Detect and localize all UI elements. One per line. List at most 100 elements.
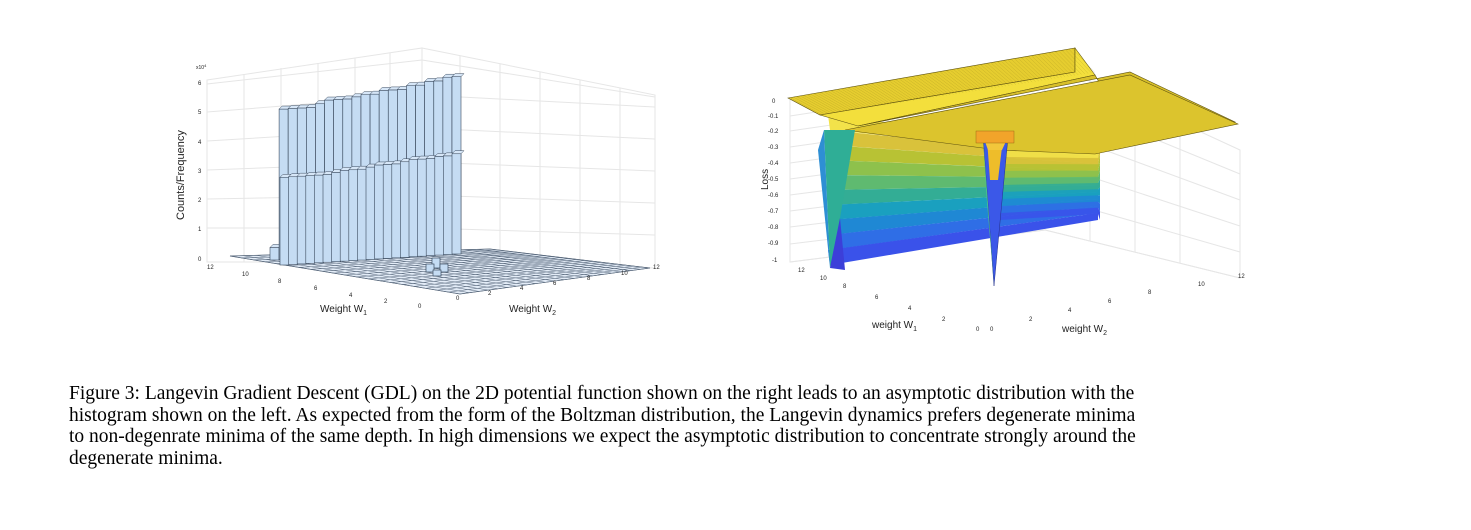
surface-stripe <box>793 96 826 115</box>
surface-level-band <box>1000 195 1098 206</box>
w1-tick: 4 <box>908 306 912 312</box>
surface-stripe <box>803 95 836 113</box>
surface-stripe <box>946 70 974 92</box>
w2-tick: 0 <box>990 327 994 333</box>
surface-stripe <box>936 72 964 93</box>
surface-stripe <box>1007 59 1033 83</box>
histogram-bar <box>357 168 367 261</box>
surface-level-band <box>1000 157 1098 165</box>
w2-tick: 0 <box>456 296 460 302</box>
w2-tick: 2 <box>488 291 492 297</box>
surface-level-band <box>1098 207 1100 220</box>
z-tick: 0 <box>772 99 776 105</box>
surface-stripe <box>1058 50 1082 75</box>
surface-stripe <box>905 77 934 98</box>
w2-tick: 2 <box>1029 317 1033 323</box>
histogram-bar <box>443 155 453 255</box>
w1-tick: 4 <box>349 293 353 299</box>
surface-stripe <box>932 72 961 94</box>
w1-tick: 10 <box>820 276 827 282</box>
w1-tick: 0 <box>976 327 980 333</box>
surface-stripe <box>874 82 905 103</box>
histogram-bar <box>296 175 307 265</box>
z-scale-label: x104 <box>196 63 207 71</box>
surface-stripe <box>980 64 1007 87</box>
histogram-bar <box>451 153 462 255</box>
surface-stripe <box>851 86 882 106</box>
surface-w1-label: weight W1 <box>871 320 917 333</box>
floor-line <box>459 267 651 295</box>
surface-stripe <box>925 73 954 95</box>
surface-stripe <box>990 62 1016 85</box>
caption-line: Figure 3: Langevin Gradient Descent (GDL… <box>69 383 1135 404</box>
histogram-bar <box>408 159 419 258</box>
floor-line <box>402 263 611 285</box>
surface-stripes <box>789 48 1095 115</box>
surface-stripe <box>864 84 895 104</box>
surface-stripe <box>796 96 829 114</box>
surface-stripe <box>840 88 872 108</box>
surface-w2-label: weight W2 <box>1061 324 1107 337</box>
floor-line <box>367 260 587 280</box>
surface-stripe <box>871 83 901 103</box>
surface-level-band <box>1000 207 1098 220</box>
histogram-bar <box>305 175 316 264</box>
w1-tick: 12 <box>798 268 805 274</box>
z-tick: 2 <box>198 198 202 204</box>
surface-level-band <box>828 213 1098 265</box>
surface-stripe <box>1044 53 1069 77</box>
surface-stripe <box>1034 54 1059 79</box>
w1-tick: 12 <box>207 265 214 271</box>
surface-stripe <box>983 63 1010 86</box>
w2-tick: 4 <box>1068 308 1072 314</box>
surface-z-ticks: 0 -0.1 -0.2 -0.3 -0.4 -0.5 -0.6 -0.7 -0.… <box>768 99 779 264</box>
surface-stripe <box>959 67 987 90</box>
surface-panel: 0 -0.1 -0.2 -0.3 -0.4 -0.5 -0.6 -0.7 -0.… <box>760 47 1245 337</box>
surface-stripe <box>823 91 855 110</box>
w1-tick: 0 <box>418 304 422 310</box>
caption-line: degenerate minima. <box>69 447 223 469</box>
surface-stripe <box>837 89 869 108</box>
z-tick: -1 <box>772 258 778 264</box>
surface-stripe <box>987 63 1013 86</box>
w2-tick: 8 <box>587 276 591 282</box>
histogram-bar <box>331 172 341 262</box>
histogram-bar <box>374 164 384 260</box>
floor-line <box>424 250 603 275</box>
surface-stripe <box>878 82 908 102</box>
surface-stripe <box>1038 54 1062 78</box>
histogram-bar <box>425 158 436 256</box>
surface-stripe <box>817 92 849 111</box>
surface-stripe <box>888 80 918 101</box>
histogram-bars <box>269 73 465 266</box>
surface-z-label: Loss <box>760 169 771 190</box>
w2-tick: 10 <box>1198 282 1205 288</box>
surface-stripe <box>1031 55 1056 79</box>
surface-stripe <box>915 75 944 96</box>
surface-stripe <box>1051 51 1076 76</box>
surface-stripe <box>806 94 839 113</box>
histogram-w1-ticks: 12 10 8 6 4 2 0 <box>207 265 422 310</box>
surface-stripe <box>844 88 875 107</box>
surface-valley <box>818 130 855 270</box>
surface-stripe <box>966 66 993 89</box>
histogram-bar <box>339 169 350 262</box>
z-tick: -0.3 <box>768 145 779 151</box>
z-tick: 1 <box>198 227 202 233</box>
z-tick: -0.6 <box>768 193 779 199</box>
surface-top <box>787 47 1239 155</box>
w1-tick: 10 <box>242 272 249 278</box>
surface-stripe <box>929 73 957 94</box>
floor-line <box>463 249 632 271</box>
floor-line <box>476 249 641 270</box>
histogram-bar <box>322 174 333 263</box>
surface-stripe <box>1027 56 1053 80</box>
z-tick: -0.8 <box>768 225 779 231</box>
surface-stripe <box>1048 52 1072 77</box>
surface-stripe <box>857 85 888 105</box>
w1-tick: 6 <box>875 295 879 301</box>
histogram-z-label: Counts/Frequency <box>175 130 187 220</box>
histogram-panel: 0 1 2 3 4 5 6 x104 Counts/Frequency 12 1… <box>175 47 660 317</box>
surface-level-band <box>1000 189 1098 199</box>
surface-stripe <box>810 93 842 112</box>
